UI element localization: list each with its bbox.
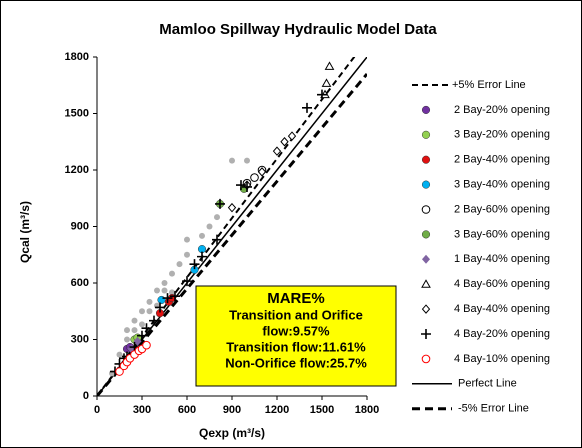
- point: [149, 315, 159, 326]
- chart-title: Mamloo Spillway Hydraulic Model Data: [159, 21, 437, 38]
- point: [146, 308, 153, 315]
- legend-marker: [421, 130, 431, 139]
- legend-label: 1 Bay-40% opening: [454, 253, 550, 265]
- legend-label: -5% Error Line: [458, 403, 529, 415]
- legend-marker: [421, 304, 431, 314]
- annotation-line: Transition flow:11.61%: [226, 339, 366, 354]
- point: [133, 336, 142, 346]
- y-tick-label: 300: [71, 333, 89, 345]
- point: [170, 291, 180, 302]
- x-tick-label: 1500: [310, 404, 334, 416]
- legend-label: 4 Bay-20% opening: [454, 328, 550, 340]
- legend-marker: [421, 205, 431, 214]
- point: [115, 367, 124, 376]
- point: [161, 287, 168, 294]
- y-tick-label: 0: [83, 390, 89, 402]
- annotation-line: Transition and Orifice: [229, 307, 363, 322]
- legend-label: 2 Bay-40% opening: [454, 154, 550, 166]
- point: [139, 308, 145, 315]
- point: [131, 317, 138, 324]
- point: [317, 89, 327, 100]
- y-tick-label: 1800: [65, 51, 89, 63]
- point: [257, 167, 267, 177]
- point: [146, 298, 153, 305]
- point: [199, 232, 205, 239]
- legend-marker: [421, 105, 431, 114]
- y-tick-label: 1200: [65, 164, 89, 176]
- legend-label: 4 Bay-10% opening: [454, 353, 550, 365]
- legend-label: 4 Bay-60% opening: [454, 278, 550, 290]
- point: [321, 78, 332, 87]
- point: [139, 321, 145, 328]
- point: [161, 280, 168, 286]
- legend-label: 4 Bay-40% opening: [454, 303, 550, 315]
- point: [272, 146, 282, 156]
- y-tick-label: 1500: [65, 107, 89, 119]
- point: [215, 198, 225, 209]
- legend-marker: [421, 279, 431, 288]
- point: [214, 214, 220, 221]
- legend-marker: [421, 354, 431, 364]
- legend-marker: [421, 230, 431, 239]
- point: [184, 236, 190, 243]
- point: [287, 131, 297, 141]
- point: [250, 173, 259, 182]
- point: [227, 202, 237, 213]
- x-tick-label: 1800: [355, 404, 379, 416]
- legend-marker: [421, 329, 431, 339]
- point: [162, 293, 173, 304]
- y-tick-label: 600: [71, 277, 89, 289]
- legend-marker: [421, 155, 431, 164]
- legend-marker: [421, 180, 431, 189]
- point: [155, 302, 165, 313]
- legend-marker: [422, 254, 430, 264]
- point: [169, 270, 175, 277]
- point: [197, 251, 207, 262]
- x-tick-label: 0: [94, 404, 100, 416]
- point: [137, 330, 147, 341]
- point: [124, 336, 130, 343]
- point: [176, 261, 183, 268]
- point: [154, 287, 160, 294]
- legend-label: 3 Bay-60% opening: [454, 228, 550, 240]
- point: [142, 340, 151, 350]
- point: [131, 327, 138, 334]
- point: [280, 136, 289, 147]
- x-tick-label: 600: [178, 404, 196, 416]
- point: [229, 157, 235, 164]
- point: [302, 102, 312, 113]
- x-axis-label: Qexp (m³/s): [199, 426, 265, 440]
- point: [124, 327, 130, 334]
- annotation-line: Non-Orifice flow:25.7%: [225, 355, 367, 370]
- x-tick-label: 900: [223, 404, 241, 416]
- legend-label: 3 Bay-20% opening: [454, 129, 550, 141]
- y-tick-label: 900: [71, 220, 89, 232]
- point: [206, 223, 213, 230]
- legend-label: 2 Bay-60% opening: [454, 203, 550, 215]
- x-tick-label: 1200: [265, 404, 289, 416]
- point: [182, 276, 192, 287]
- point: [189, 259, 200, 270]
- legend-label: 3 Bay-40% opening: [454, 179, 550, 191]
- point: [141, 323, 152, 334]
- point: [244, 157, 250, 164]
- point: [242, 181, 252, 192]
- point: [184, 251, 190, 258]
- legend-label: 2 Bay-20% opening: [454, 104, 550, 116]
- point: [212, 234, 222, 245]
- annotation-box: [195, 285, 397, 387]
- y-axis-label: Qcal (m³/s): [18, 201, 32, 263]
- point: [236, 180, 246, 191]
- x-tick-label: 300: [133, 404, 151, 416]
- legend-label: Perfect Line: [458, 378, 517, 390]
- annotation-line: flow:9.57%: [262, 323, 330, 338]
- annotation-title: MARE%: [267, 290, 325, 307]
- point: [324, 61, 335, 70]
- point: [116, 351, 123, 358]
- point: [169, 289, 175, 296]
- legend-label: +5% Error Line: [452, 79, 526, 91]
- reference-line: [97, 72, 367, 396]
